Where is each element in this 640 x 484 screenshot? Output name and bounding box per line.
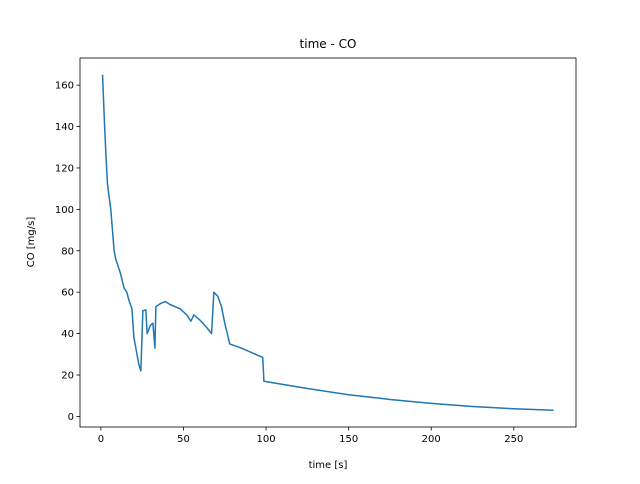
y-tick-label: 20 [61, 371, 74, 382]
x-tick-label: 50 [177, 434, 190, 445]
y-tick-label: 160 [55, 81, 74, 92]
y-tick-label: 40 [61, 329, 74, 340]
chart-title: time - CO [300, 37, 357, 51]
x-tick-label: 250 [504, 434, 523, 445]
y-tick-label: 140 [55, 122, 74, 133]
x-tick-label: 150 [339, 434, 358, 445]
y-axis-label: CO [mg/s] [26, 217, 37, 268]
y-tick-label: 120 [55, 163, 74, 174]
axes-frame [79, 57, 577, 428]
y-tick-label: 60 [61, 288, 74, 299]
x-axis-label: time [s] [309, 460, 348, 471]
x-tick-label: 0 [98, 434, 104, 445]
y-tick-label: 100 [55, 205, 74, 216]
x-tick-label: 200 [422, 434, 441, 445]
y-tick-label: 80 [61, 246, 74, 257]
data-line [101, 74, 554, 411]
y-tick-label: 0 [68, 412, 74, 423]
x-tick-label: 100 [257, 434, 276, 445]
